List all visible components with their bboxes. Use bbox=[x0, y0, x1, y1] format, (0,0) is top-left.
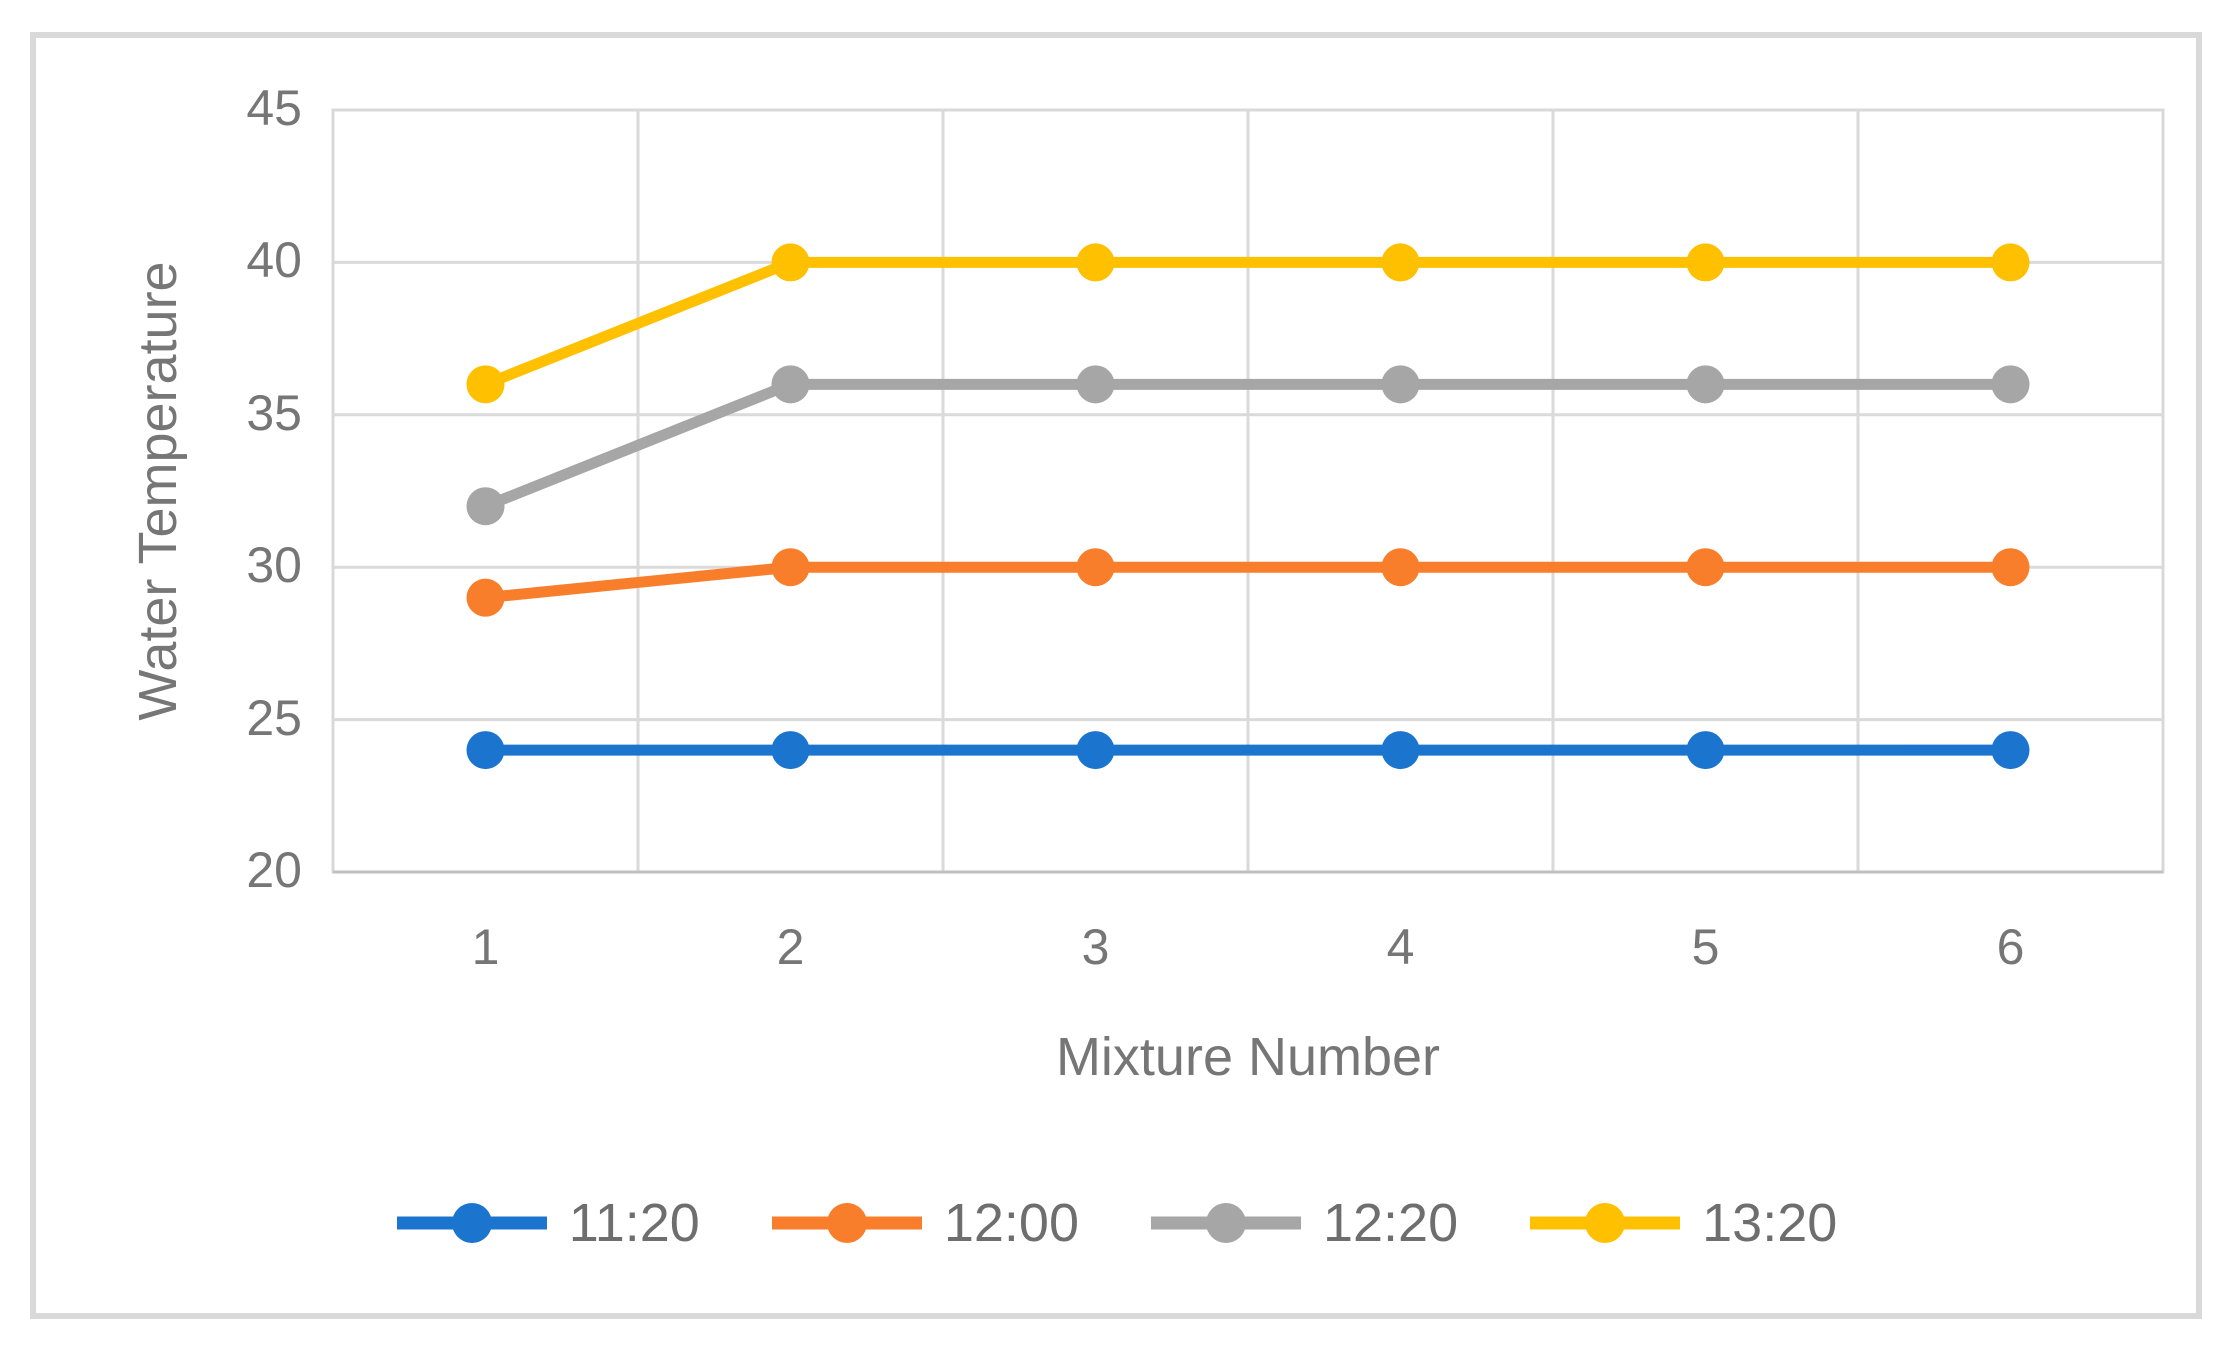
series-line-12:00 bbox=[480, 561, 2016, 604]
data-point-11:20 bbox=[1991, 731, 2030, 770]
legend-label: 13:20 bbox=[1702, 1193, 1838, 1253]
series-line-13:20 bbox=[480, 256, 2016, 390]
legend-item-12:00: 12:00 bbox=[771, 1193, 1079, 1253]
data-point-13:20 bbox=[466, 365, 505, 404]
data-point-12:20 bbox=[1381, 365, 1420, 404]
data-point-13:20 bbox=[1686, 243, 1725, 282]
y-tick-label: 35 bbox=[246, 384, 302, 441]
x-tick-label: 1 bbox=[471, 919, 500, 975]
data-point-12:20 bbox=[1686, 365, 1725, 404]
legend-label: 12:00 bbox=[943, 1193, 1079, 1253]
legend-marker-icon bbox=[771, 1203, 922, 1243]
data-point-11:20 bbox=[1076, 731, 1115, 770]
legend-item-11:20: 11:20 bbox=[396, 1193, 700, 1253]
legend-marker-icon bbox=[1150, 1203, 1301, 1243]
x-axis-title: Mixture Number bbox=[1055, 1027, 1441, 1087]
data-point-12:20 bbox=[1991, 365, 2030, 404]
y-tick-label: 20 bbox=[246, 842, 302, 898]
data-point-12:00 bbox=[1381, 548, 1420, 587]
data-point-12:20 bbox=[466, 487, 505, 526]
data-point-12:00 bbox=[1686, 548, 1725, 587]
data-point-13:20 bbox=[1991, 243, 2030, 282]
data-point-13:20 bbox=[771, 243, 810, 282]
y-tick-label: 45 bbox=[246, 80, 302, 136]
y-tick-label: 30 bbox=[246, 537, 302, 594]
x-tick-label: 5 bbox=[1691, 919, 1720, 975]
series-line-12:20 bbox=[480, 378, 2016, 512]
legend-marker-icon bbox=[1530, 1203, 1681, 1243]
legend-item-12:20: 12:20 bbox=[1150, 1193, 1459, 1253]
data-point-13:20 bbox=[1076, 243, 1115, 282]
data-point-11:20 bbox=[1381, 731, 1420, 770]
y-axis-title: Water Temperature bbox=[128, 261, 188, 721]
data-point-11:20 bbox=[466, 731, 505, 770]
x-tick-label: 6 bbox=[1996, 919, 2025, 975]
legend-marker-icon bbox=[396, 1203, 547, 1243]
data-point-12:20 bbox=[1076, 365, 1115, 404]
data-point-12:20 bbox=[771, 365, 810, 404]
chart-legend: 11:20 12:00 12:20 13:20 bbox=[0, 1188, 2234, 1258]
data-point-11:20 bbox=[771, 731, 810, 770]
data-point-11:20 bbox=[1686, 731, 1725, 770]
y-tick-label: 40 bbox=[246, 232, 302, 289]
data-point-12:00 bbox=[466, 578, 505, 617]
data-point-13:20 bbox=[1381, 243, 1420, 282]
x-tick-label: 4 bbox=[1386, 919, 1415, 975]
legend-label: 12:20 bbox=[1322, 1193, 1459, 1253]
legend-label: 11:20 bbox=[568, 1193, 700, 1253]
y-tick-label: 25 bbox=[246, 689, 302, 746]
legend-item-13:20: 13:20 bbox=[1530, 1196, 1837, 1250]
x-tick-label: 3 bbox=[1081, 919, 1110, 975]
data-point-12:00 bbox=[1991, 548, 2030, 587]
figure-frame bbox=[30, 32, 2202, 1319]
data-point-12:00 bbox=[1076, 548, 1115, 587]
data-point-12:00 bbox=[771, 548, 810, 587]
x-tick-label: 2 bbox=[776, 919, 805, 975]
